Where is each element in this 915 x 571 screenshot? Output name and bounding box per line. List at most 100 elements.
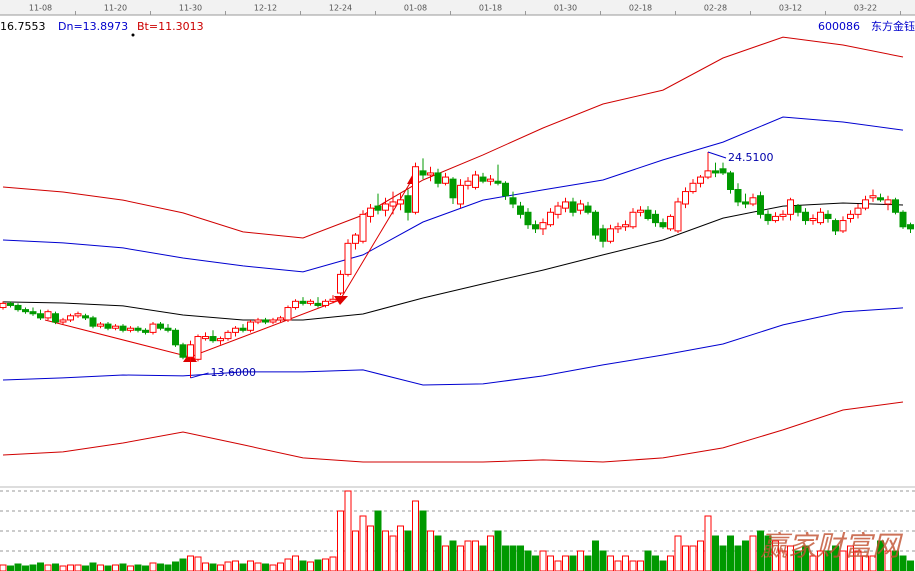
- candle-body: [577, 203, 584, 211]
- volume-bar: [292, 555, 299, 571]
- stock-code: 600086: [818, 20, 860, 33]
- volume-bar: [787, 545, 794, 571]
- volume-bar: [449, 540, 457, 571]
- candle-body: [719, 168, 727, 174]
- volume-bar: [892, 550, 899, 571]
- candle-body: [532, 224, 539, 230]
- volume-bar: [434, 535, 442, 571]
- candle-body: [7, 302, 14, 306]
- candle-body: [412, 166, 419, 213]
- candle-body: [74, 313, 82, 317]
- candle-body: [569, 201, 577, 213]
- annotation-leader: [707, 151, 727, 159]
- candle-body: [907, 224, 914, 230]
- candle-body: [464, 180, 472, 186]
- volume-bar: [269, 564, 277, 571]
- candle-body: [712, 170, 719, 174]
- volume-bar: [652, 555, 659, 571]
- volume-bar: [479, 545, 487, 571]
- volume-bar: [517, 545, 524, 571]
- volume-bar: [284, 558, 292, 571]
- annotation-label: 13.6000: [211, 366, 257, 379]
- volume-bar: [127, 565, 134, 571]
- volume-bar: [119, 563, 127, 571]
- candle-body: [697, 176, 704, 184]
- candle-body: [892, 199, 899, 213]
- candle-body: [772, 215, 779, 222]
- volume-bar: [82, 565, 89, 571]
- candle-body: [164, 327, 172, 331]
- volume-bar: [734, 545, 742, 571]
- volume-bar: [562, 555, 569, 571]
- candle-body: [787, 199, 794, 215]
- volume-bar: [262, 563, 269, 571]
- header-up: 16.7553: [0, 20, 46, 33]
- candle-body: [539, 222, 547, 230]
- volume-bar: [749, 535, 757, 571]
- volume-bar: [97, 564, 104, 571]
- candle-body: [652, 213, 659, 224]
- volume-bar: [862, 555, 869, 571]
- volume-bar: [472, 540, 479, 571]
- candle-body: [502, 182, 509, 197]
- candle-body: [59, 319, 67, 323]
- volume-bar: [37, 562, 44, 571]
- candle-body: [239, 327, 247, 331]
- candle-body: [839, 220, 847, 232]
- volume-bar: [899, 555, 907, 571]
- candle-body: [397, 199, 404, 205]
- header-dn: Dn=13.8973: [58, 20, 128, 33]
- volume-bar: [352, 530, 359, 571]
- candle-body: [689, 182, 697, 193]
- volume-bar: [764, 535, 772, 571]
- volume-bar: [577, 550, 584, 571]
- candle-body: [367, 207, 374, 217]
- candle-body: [562, 201, 569, 209]
- volume-bar: [134, 564, 142, 571]
- candle-body: [517, 205, 524, 215]
- candle-body: [524, 211, 532, 226]
- volume-bar: [412, 500, 419, 571]
- candle-body: [119, 325, 127, 331]
- volume-bar: [427, 530, 434, 571]
- volume-bar: [314, 559, 322, 571]
- candle-body: [89, 317, 97, 327]
- volume-bar: [539, 550, 547, 571]
- volume-bar: [569, 555, 577, 571]
- candle-body: [727, 172, 734, 190]
- volume-bar: [194, 556, 202, 571]
- volume-bar: [629, 560, 637, 571]
- date-label: 01-08: [404, 4, 427, 13]
- candle-body: [704, 170, 712, 178]
- candle-body: [329, 298, 337, 302]
- candle-body: [0, 302, 7, 309]
- candle-body: [247, 321, 254, 331]
- band-line: [2, 202, 904, 321]
- volume-bar: [464, 540, 472, 571]
- volume-bar: [374, 510, 382, 571]
- candle-body: [29, 311, 37, 315]
- candle-body: [97, 323, 104, 327]
- candle-body: [599, 228, 607, 242]
- volume-bar: [404, 530, 412, 571]
- volume-bar: [419, 510, 427, 571]
- candle-body: [224, 331, 232, 340]
- volume-bar: [907, 560, 914, 571]
- candle-body: [674, 201, 682, 232]
- volume-bar: [592, 540, 599, 571]
- candle-body: [389, 201, 397, 207]
- volume-bar: [164, 564, 172, 571]
- candle-body: [149, 323, 157, 333]
- volume-bar: [67, 564, 74, 571]
- volume-bar: [457, 545, 464, 571]
- candle-body: [382, 203, 389, 211]
- volume-bar: [599, 550, 607, 571]
- candle-body: [442, 176, 449, 184]
- volume-bar: [22, 565, 29, 571]
- volume-bar: [232, 560, 239, 571]
- candle-body: [809, 217, 817, 222]
- candle-body: [112, 325, 119, 329]
- volume-bar: [622, 555, 629, 571]
- volume-bar: [52, 563, 59, 571]
- volume-bar: [149, 562, 157, 571]
